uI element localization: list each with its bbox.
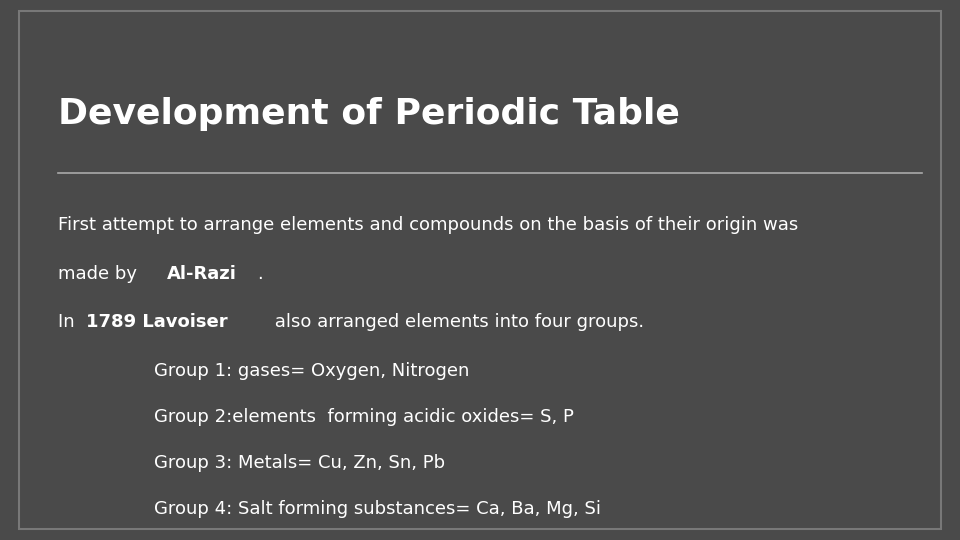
Text: .: . (257, 265, 263, 282)
Text: also arranged elements into four groups.: also arranged elements into four groups. (269, 313, 644, 331)
Text: In: In (58, 313, 80, 331)
Text: First attempt to arrange elements and compounds on the basis of their origin was: First attempt to arrange elements and co… (58, 216, 798, 234)
Text: Group 2:elements  forming acidic oxides= S, P: Group 2:elements forming acidic oxides= … (154, 408, 573, 426)
Text: Group 4: Salt forming substances= Ca, Ba, Mg, Si: Group 4: Salt forming substances= Ca, Ba… (154, 500, 601, 517)
Text: made by: made by (58, 265, 142, 282)
Text: Al-Razi: Al-Razi (167, 265, 237, 282)
Text: Group 3: Metals= Cu, Zn, Sn, Pb: Group 3: Metals= Cu, Zn, Sn, Pb (154, 454, 444, 471)
Text: Group 1: gases= Oxygen, Nitrogen: Group 1: gases= Oxygen, Nitrogen (154, 362, 469, 380)
Text: 1789 Lavoiser: 1789 Lavoiser (86, 313, 228, 331)
Text: Development of Periodic Table: Development of Periodic Table (58, 97, 680, 131)
